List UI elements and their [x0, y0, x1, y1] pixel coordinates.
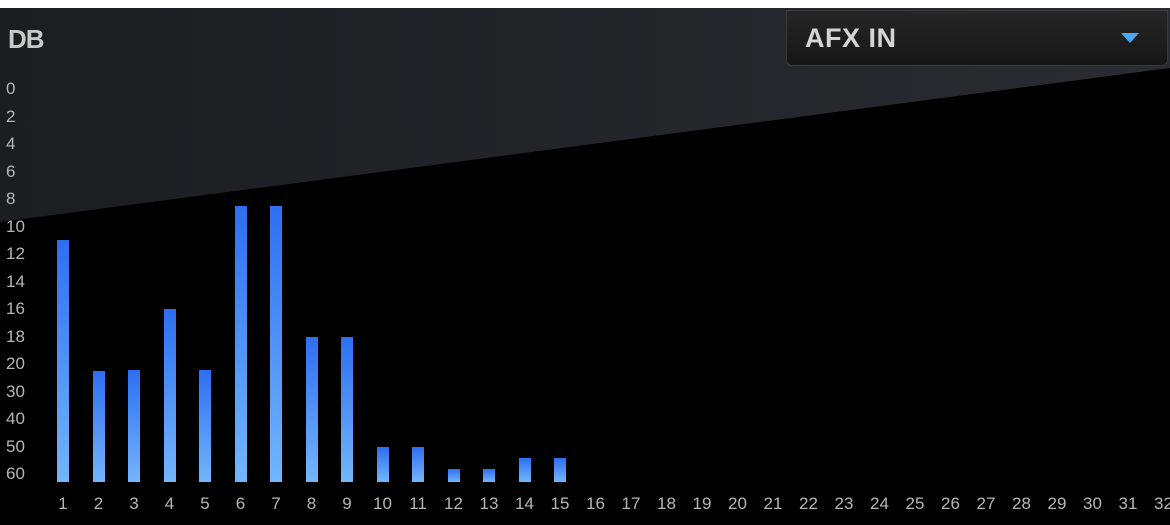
- x-tick-label: 32: [1154, 494, 1170, 513]
- y-tick-label: 2: [6, 106, 16, 126]
- x-tick-label: 2: [93, 494, 104, 513]
- source-select-dropdown[interactable]: AFX IN: [786, 10, 1168, 66]
- channel-level-bar: [554, 457, 566, 482]
- y-tick-label: 6: [6, 161, 16, 181]
- channel-level-bar: [447, 468, 460, 482]
- x-tick-label: 13: [479, 494, 499, 513]
- x-tick-label: 10: [373, 494, 392, 513]
- x-tick-label: 4: [164, 494, 175, 513]
- x-tick-label: 14: [515, 494, 534, 513]
- x-tick-label: 8: [306, 494, 317, 513]
- y-tick-label: 60: [6, 464, 25, 483]
- channel-level-bar: [128, 369, 140, 482]
- x-tick-label: 16: [586, 494, 605, 513]
- y-tick-label: 10: [6, 216, 25, 236]
- source-select-value: AFX IN: [805, 23, 897, 53]
- channel-level-bar: [57, 240, 69, 482]
- x-tick-label: 19: [692, 494, 712, 513]
- y-tick-label: 0: [6, 79, 16, 98]
- y-tick-label: 50: [6, 436, 25, 456]
- x-tick-label: 17: [621, 494, 641, 513]
- y-tick-label: 8: [6, 189, 16, 208]
- x-tick-label: 25: [905, 494, 925, 513]
- channel-level-bar: [483, 468, 495, 482]
- x-tick-label: 9: [342, 494, 352, 513]
- channel-level-bar: [92, 370, 105, 482]
- x-tick-label: 3: [129, 494, 139, 513]
- x-tick-label: 31: [1118, 494, 1138, 513]
- x-tick-label: 21: [763, 494, 783, 513]
- y-tick-label: 30: [6, 381, 25, 401]
- x-tick-label: 18: [657, 494, 676, 513]
- y-tick-label: 14: [6, 271, 25, 291]
- x-tick-label: 24: [870, 494, 889, 513]
- y-tick-label: 16: [6, 299, 25, 318]
- channel-level-bar: [412, 446, 424, 482]
- channel-level-bar: [199, 369, 211, 482]
- channel-level-bar: [305, 336, 318, 482]
- x-tick-label: 1: [58, 494, 68, 513]
- y-tick-label: 12: [6, 244, 25, 263]
- y-tick-label: 4: [6, 134, 16, 153]
- x-tick-label: 26: [941, 494, 960, 513]
- y-tick-label: 40: [6, 409, 25, 428]
- x-tick-label: 7: [271, 494, 281, 513]
- y-tick-label: 18: [6, 326, 25, 346]
- channel-level-bar: [518, 457, 531, 482]
- x-tick-label: 28: [1012, 494, 1031, 513]
- y-axis-unit-label: DB: [8, 24, 45, 54]
- x-tick-label: 23: [834, 494, 854, 513]
- channel-level-bar: [376, 446, 389, 482]
- x-tick-label: 6: [235, 494, 246, 513]
- x-tick-label: 15: [550, 494, 570, 513]
- x-tick-label: 11: [409, 494, 427, 513]
- x-tick-label: 27: [976, 494, 996, 513]
- channel-level-bar: [163, 309, 176, 482]
- channel-level-bar: [341, 336, 353, 482]
- x-tick-label: 12: [444, 494, 463, 513]
- x-tick-label: 20: [728, 494, 747, 513]
- x-tick-label: 29: [1047, 494, 1067, 513]
- channel-level-bar: [234, 205, 247, 482]
- x-tick-label: 5: [200, 494, 210, 513]
- x-tick-label: 22: [799, 494, 818, 513]
- chevron-down-icon[interactable]: [1121, 33, 1139, 43]
- y-tick-label: 20: [6, 354, 25, 373]
- window-top-edge: [0, 0, 1170, 8]
- x-tick-label: 30: [1083, 494, 1102, 513]
- channel-level-bar: [270, 205, 282, 482]
